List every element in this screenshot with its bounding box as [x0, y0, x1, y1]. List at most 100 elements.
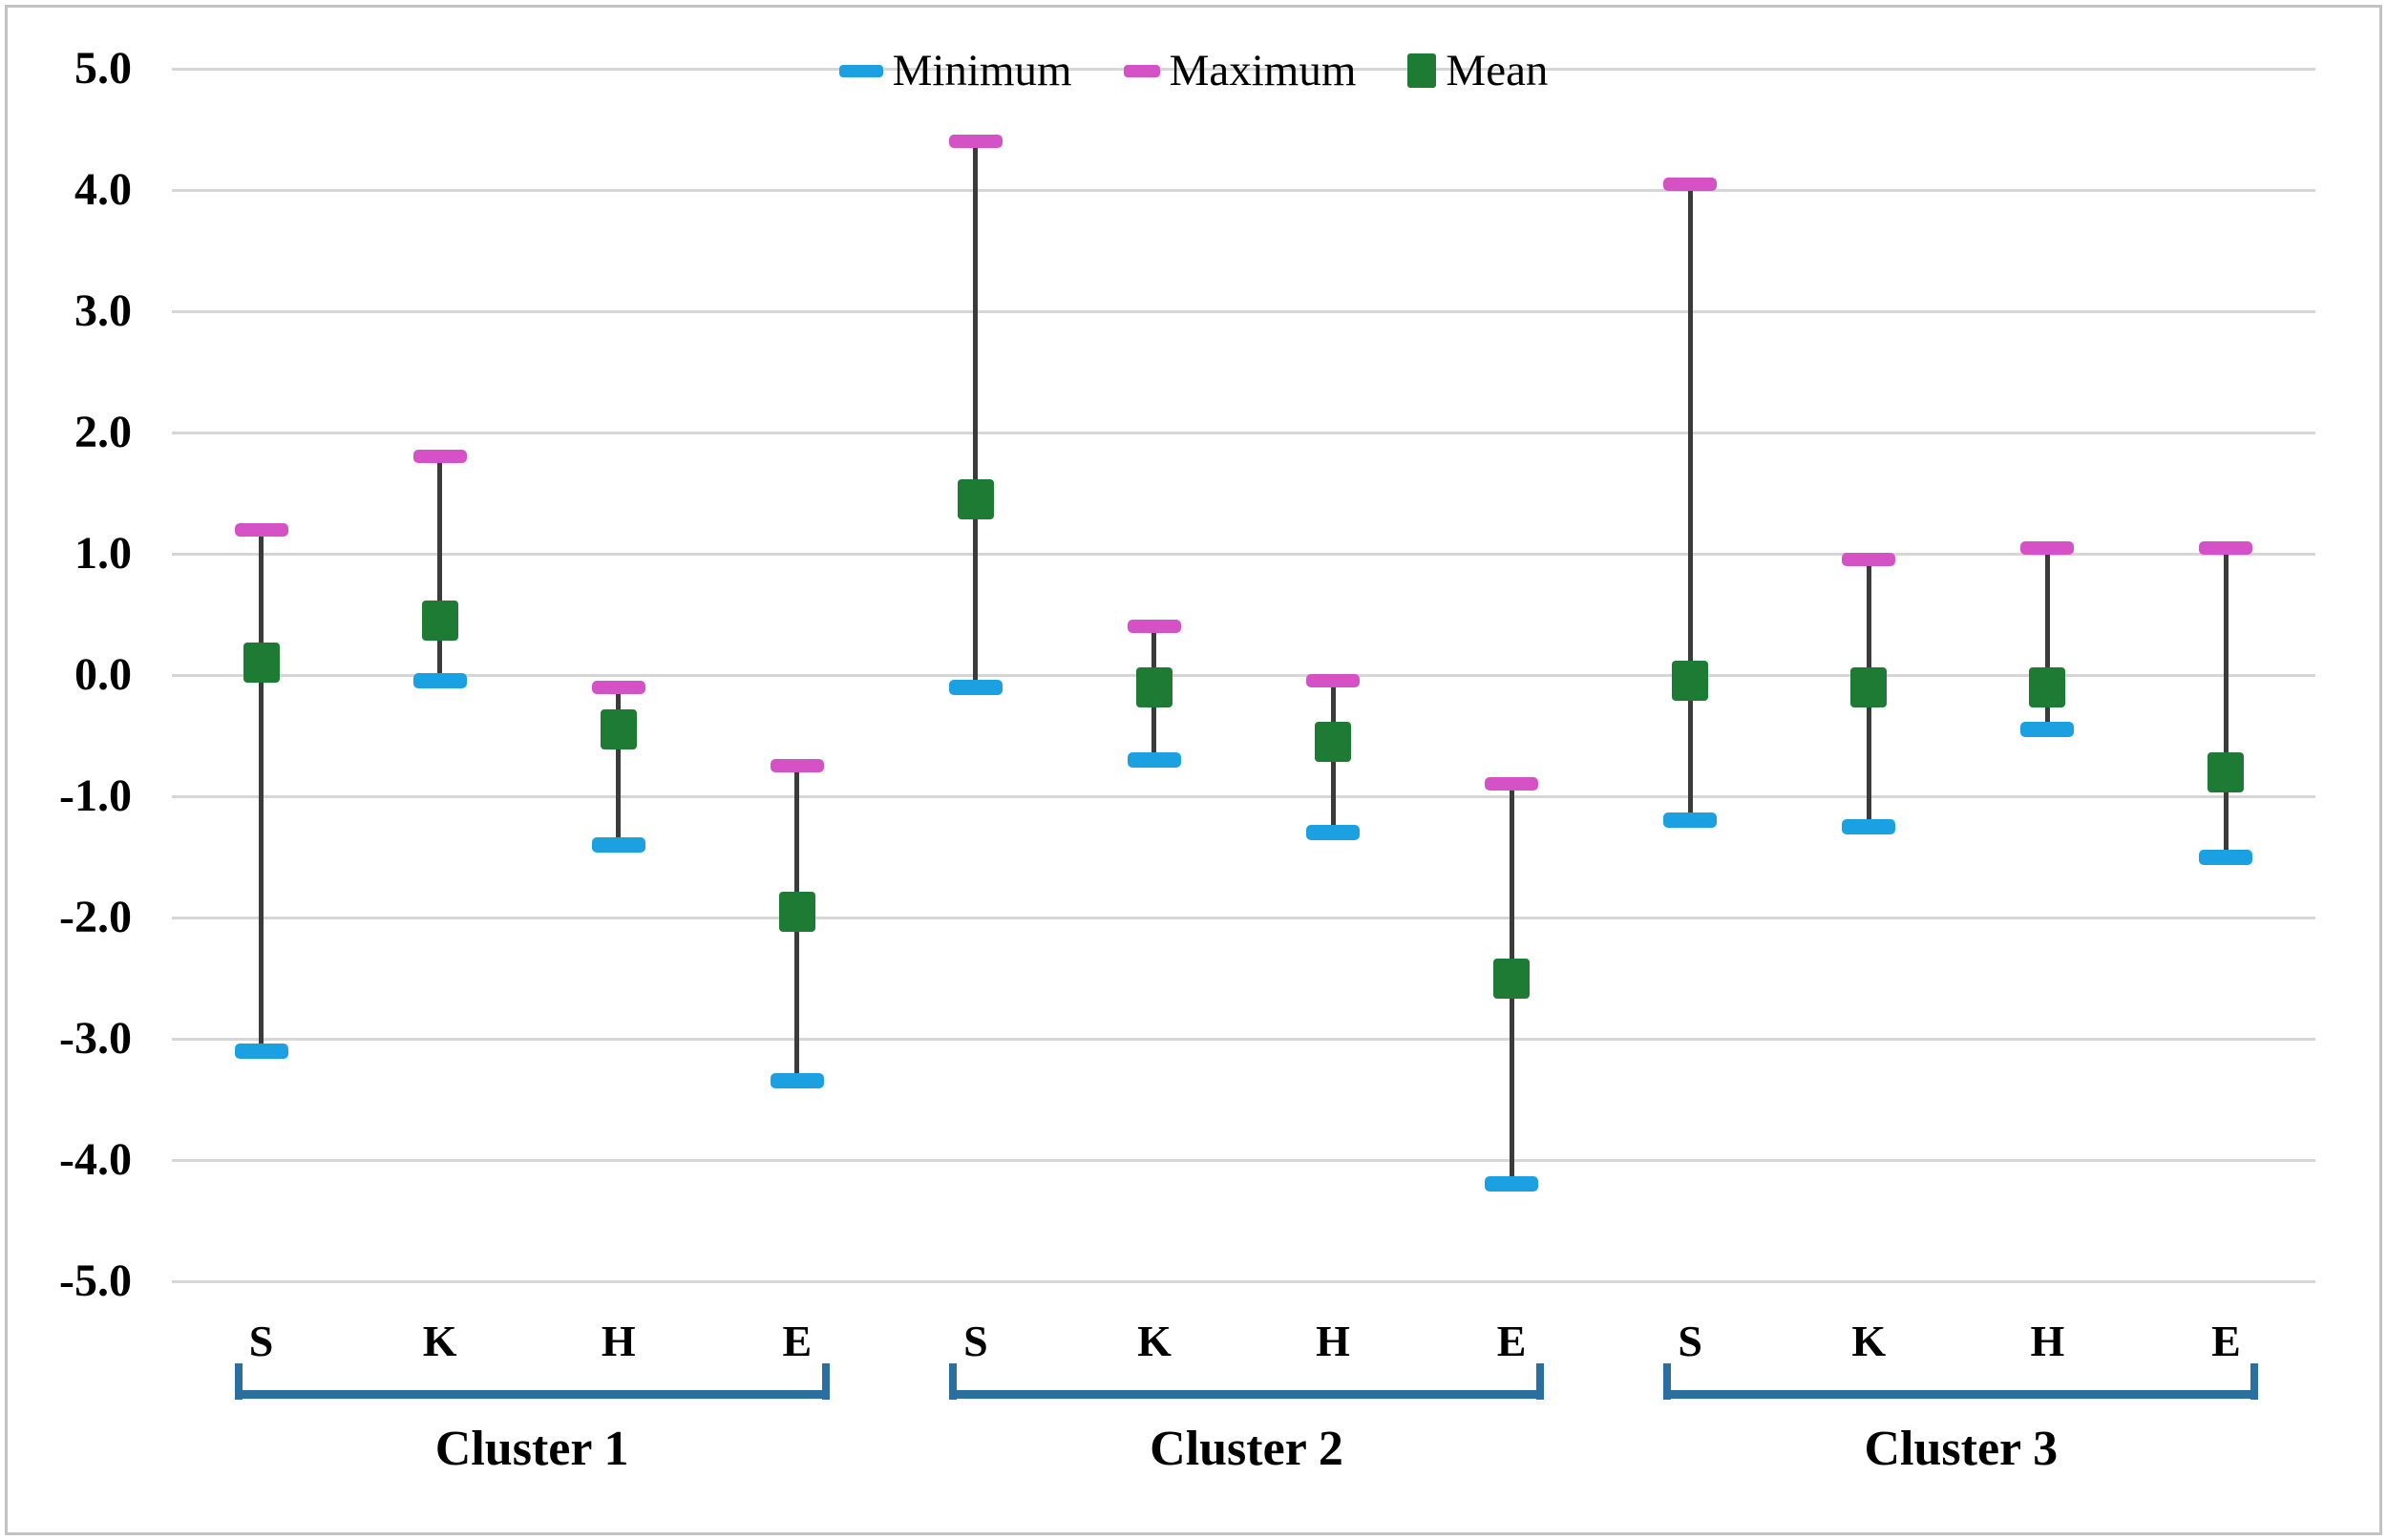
cluster-bracket-left-tick: [1663, 1363, 1672, 1400]
range-line: [2044, 547, 2050, 730]
legend: Minimum Maximum Mean: [0, 38, 2387, 103]
maximum-marker: [948, 135, 1003, 149]
y-axis-tick-label: -4.0: [59, 1134, 132, 1185]
minimum-marker: [1485, 1176, 1539, 1192]
minimum-marker: [1842, 818, 1896, 834]
range-line: [616, 686, 622, 845]
range-line: [973, 141, 979, 687]
x-axis-category-label: S: [1678, 1317, 1702, 1365]
y-axis-tick-label: -1.0: [59, 770, 132, 821]
mean-marker: [1315, 721, 1352, 762]
gridline--5.0: [172, 1279, 2315, 1283]
gridline--2.0: [172, 916, 2315, 919]
cluster-bracket: [1663, 1390, 2259, 1399]
legend-label: Mean: [1446, 46, 1549, 95]
y-axis-tick-label: 5.0: [74, 43, 132, 94]
maximum-marker: [1485, 777, 1539, 791]
minimum-marker: [1306, 825, 1361, 841]
minimum-legend-dash-icon: [838, 64, 883, 77]
gridline--4.0: [172, 1158, 2315, 1162]
y-axis-tick-label: -3.0: [59, 1013, 132, 1064]
gridline-0.0: [172, 673, 2315, 677]
gridline-2.0: [172, 431, 2315, 434]
y-axis-tick-label: 3.0: [74, 285, 132, 336]
x-axis-category-label: S: [963, 1317, 988, 1365]
mean-marker: [1850, 666, 1888, 707]
cluster-bracket-right-tick: [1536, 1363, 1545, 1400]
minimum-marker: [234, 1043, 288, 1059]
maximum-marker: [2199, 540, 2253, 555]
y-axis-tick-label: 1.0: [74, 528, 132, 579]
minimum-marker: [770, 1073, 824, 1089]
maximum-marker: [1663, 177, 1718, 191]
chart-outer-border: [5, 5, 2382, 1535]
gridline--3.0: [172, 1037, 2315, 1041]
cluster-label: Cluster 2: [1150, 1422, 1343, 1476]
x-axis-category-label: K: [1851, 1317, 1887, 1365]
maximum-marker: [591, 680, 645, 694]
x-axis-category-label: E: [2211, 1317, 2241, 1365]
y-axis-tick-label: 2.0: [74, 407, 132, 457]
gridline-4.0: [172, 188, 2315, 192]
range-line: [2223, 547, 2229, 857]
cluster-bracket-left-tick: [948, 1363, 957, 1400]
minimum-marker: [1127, 751, 1181, 768]
x-axis-category-label: K: [422, 1317, 457, 1365]
y-axis-tick-label: -5.0: [59, 1255, 132, 1306]
minimum-marker: [591, 836, 645, 853]
y-axis-tick-label: 0.0: [74, 649, 132, 700]
range-line: [1687, 183, 1693, 821]
maximum-marker: [1842, 553, 1896, 567]
mean-marker: [421, 600, 458, 641]
maximum-legend-dash-icon: [1123, 64, 1160, 77]
minimum-marker: [2020, 722, 2075, 738]
range-line: [437, 456, 443, 682]
gridline--1.0: [172, 794, 2315, 798]
cluster-label: Cluster 1: [434, 1422, 629, 1476]
minimum-marker: [1663, 812, 1718, 829]
gridline-1.0: [172, 552, 2315, 556]
cluster-bracket-right-tick: [821, 1363, 830, 1400]
minimum-marker: [948, 679, 1003, 695]
gridline-3.0: [172, 309, 2315, 313]
x-axis-category-label: S: [248, 1317, 274, 1365]
minimum-marker: [2199, 849, 2253, 865]
mean-marker: [243, 643, 280, 684]
maximum-marker: [1127, 620, 1181, 634]
cluster-bracket: [948, 1390, 1545, 1399]
x-axis-category-label: E: [1496, 1317, 1527, 1365]
minimum-marker: [412, 673, 467, 689]
maximum-marker: [2020, 540, 2075, 555]
range-line: [259, 529, 264, 1051]
legend-item-mean: Mean: [1407, 42, 1548, 99]
y-axis-tick-label: 4.0: [74, 164, 132, 215]
maximum-marker: [412, 450, 467, 464]
mean-marker: [778, 891, 815, 932]
x-axis-category-label: E: [782, 1317, 813, 1365]
legend-item-maximum: Maximum: [1123, 42, 1357, 99]
x-axis-category-label: H: [2030, 1317, 2065, 1365]
x-axis-category-label: H: [1316, 1317, 1350, 1365]
legend-label: Minimum: [892, 46, 1072, 95]
cluster-bracket: [234, 1390, 830, 1399]
maximum-marker: [1306, 674, 1361, 688]
mean-marker: [1135, 666, 1172, 707]
mean-marker: [2029, 666, 2066, 707]
mean-marker: [600, 709, 637, 750]
mean-marker: [1672, 661, 1709, 702]
cluster-label: Cluster 3: [1864, 1422, 2059, 1476]
legend-item-minimum: Minimum: [838, 42, 1072, 99]
mean-marker: [1493, 958, 1531, 999]
gridline-5.0: [172, 67, 2315, 71]
x-axis-category-label: H: [601, 1317, 636, 1365]
maximum-marker: [770, 759, 824, 773]
cluster-bracket-right-tick: [2250, 1363, 2259, 1400]
legend-label: Maximum: [1169, 46, 1357, 95]
cluster-bracket-left-tick: [234, 1363, 243, 1400]
y-axis-tick-label: -2.0: [59, 892, 132, 942]
x-axis-category-label: K: [1137, 1317, 1172, 1365]
mean-marker: [957, 478, 994, 519]
maximum-marker: [234, 522, 288, 537]
mean-legend-square-icon: [1407, 53, 1437, 88]
